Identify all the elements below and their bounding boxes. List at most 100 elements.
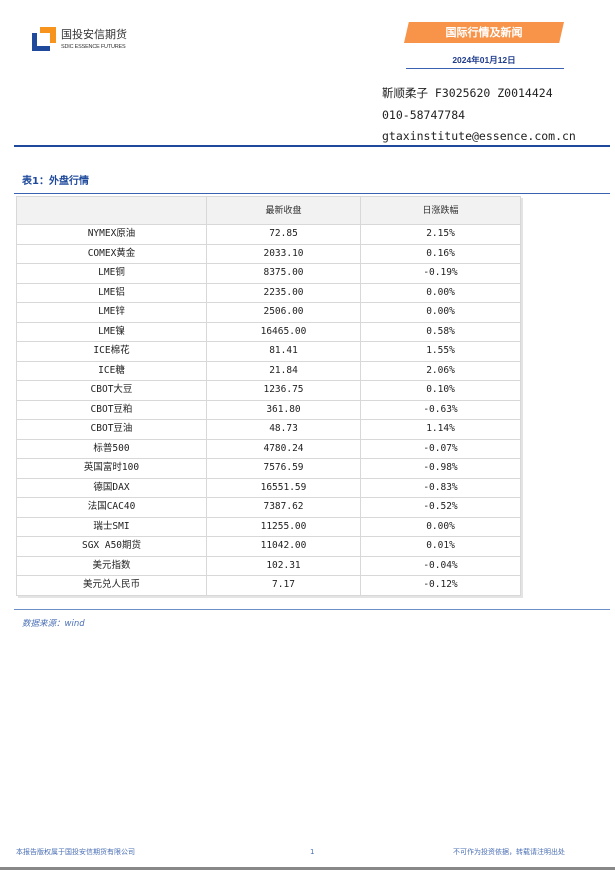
- daily-change: 0.10%: [360, 380, 521, 401]
- column-header: [16, 196, 207, 225]
- report-date: 2024年01月12日: [452, 55, 516, 65]
- analyst-name: 靳顺柔子 F3025620 Z0014424: [382, 86, 553, 100]
- daily-change: -0.07%: [360, 438, 521, 459]
- divider: [14, 145, 610, 147]
- latest-close: 2506.00: [206, 302, 361, 323]
- daily-change: 1.55%: [360, 341, 521, 362]
- table-row: CBOT大豆 1236.75 0.10%: [16, 380, 521, 401]
- latest-close: 16465.00: [206, 321, 361, 342]
- daily-change: 0.58%: [360, 321, 521, 342]
- latest-close: 11255.00: [206, 516, 361, 537]
- latest-close: 8375.00: [206, 263, 361, 284]
- instrument-name: CBOT大豆: [16, 380, 207, 401]
- table-row: 标普500 4780.24 -0.07%: [16, 438, 521, 459]
- table-title: 表1：外盘行情: [22, 176, 89, 187]
- table-row: ICE棉花 81.41 1.55%: [16, 341, 521, 362]
- daily-change: -0.52%: [360, 497, 521, 518]
- column-header: 最新收盘: [206, 196, 361, 225]
- latest-close: 7.17: [206, 575, 361, 596]
- latest-close: 72.85: [206, 224, 361, 245]
- instrument-name: 英国富时100: [16, 458, 207, 479]
- instrument-name: 美元兑人民币: [16, 575, 207, 596]
- analyst-phone: 010-58747784: [382, 108, 466, 122]
- table-row: LME铜 8375.00 -0.19%: [16, 263, 521, 284]
- latest-close: 81.41: [206, 341, 361, 362]
- table-row: LME镍 16465.00 0.58%: [16, 321, 521, 342]
- daily-change: 0.01%: [360, 536, 521, 557]
- footer-copyright: 本报告版权属于国投安信期货有限公司: [16, 848, 135, 856]
- daily-change: -0.19%: [360, 263, 521, 284]
- daily-change: 2.06%: [360, 360, 521, 381]
- table-row: 瑞士SMI 11255.00 0.00%: [16, 516, 521, 537]
- latest-close: 7387.62: [206, 497, 361, 518]
- latest-close: 1236.75: [206, 380, 361, 401]
- instrument-name: LME镍: [16, 321, 207, 342]
- market-table: 最新收盘 日涨跌幅 NYMEX原油 72.85 2.15% COMEX黄金 2033.1…: [16, 196, 521, 596]
- table-row: 美元兑人民币 7.17 -0.12%: [16, 575, 521, 596]
- daily-change: -0.63%: [360, 399, 521, 420]
- daily-change: -0.12%: [360, 575, 521, 596]
- latest-close: 48.73: [206, 419, 361, 440]
- latest-close: 4780.24: [206, 438, 361, 459]
- instrument-name: SGX A50期货: [16, 536, 207, 557]
- analyst-email[interactable]: gtaxinstitute@essence.com.cn: [382, 129, 576, 143]
- page-number: 1: [310, 848, 315, 856]
- daily-change: 0.16%: [360, 243, 521, 264]
- table-row: 英国富时100 7576.59 -0.98%: [16, 458, 521, 479]
- table-row: NYMEX原油 72.85 2.15%: [16, 224, 521, 245]
- latest-close: 11042.00: [206, 536, 361, 557]
- daily-change: 0.00%: [360, 516, 521, 537]
- table-row: CBOT豆粕 361.80 -0.63%: [16, 399, 521, 420]
- instrument-name: 美元指数: [16, 555, 207, 576]
- instrument-name: CBOT豆粕: [16, 399, 207, 420]
- footer-disclaimer: 不可作为投资依据，转载请注明出处: [453, 848, 565, 856]
- instrument-name: LME铜: [16, 263, 207, 284]
- divider: [14, 193, 610, 194]
- table-row: 德国DAX 16551.59 -0.83%: [16, 477, 521, 498]
- instrument-name: LME锌: [16, 302, 207, 323]
- logo-text-cn: 国投安信期货: [61, 28, 127, 41]
- latest-close: 7576.59: [206, 458, 361, 479]
- company-logo: 国投安信期货 SDIC ESSENCE FUTURES: [32, 27, 142, 55]
- column-header: 日涨跌幅: [360, 196, 521, 225]
- table-row: SGX A50期货 11042.00 0.01%: [16, 536, 521, 557]
- instrument-name: NYMEX原油: [16, 224, 207, 245]
- daily-change: -0.83%: [360, 477, 521, 498]
- table-row: CBOT豆油 48.73 1.14%: [16, 419, 521, 440]
- instrument-name: CBOT豆油: [16, 419, 207, 440]
- daily-change: 0.00%: [360, 282, 521, 303]
- daily-change: -0.98%: [360, 458, 521, 479]
- instrument-name: 标普500: [16, 438, 207, 459]
- instrument-name: 德国DAX: [16, 477, 207, 498]
- data-source: 数据来源：wind: [22, 619, 85, 629]
- instrument-name: 瑞士SMI: [16, 516, 207, 537]
- table-row: ICE糖 21.84 2.06%: [16, 360, 521, 381]
- latest-close: 102.31: [206, 555, 361, 576]
- table-row: 美元指数 102.31 -0.04%: [16, 555, 521, 576]
- report-category-banner: 国际行情及新闻: [404, 22, 564, 43]
- table-row: LME锌 2506.00 0.00%: [16, 302, 521, 323]
- daily-change: 2.15%: [360, 224, 521, 245]
- latest-close: 361.80: [206, 399, 361, 420]
- divider: [0, 867, 615, 870]
- divider: [14, 609, 610, 610]
- daily-change: 0.00%: [360, 302, 521, 323]
- daily-change: -0.04%: [360, 555, 521, 576]
- latest-close: 2033.10: [206, 243, 361, 264]
- instrument-name: ICE棉花: [16, 341, 207, 362]
- instrument-name: ICE糖: [16, 360, 207, 381]
- logo-text-en: SDIC ESSENCE FUTURES: [61, 44, 126, 50]
- table-row: 法国CAC40 7387.62 -0.52%: [16, 497, 521, 518]
- daily-change: 1.14%: [360, 419, 521, 440]
- instrument-name: LME铝: [16, 282, 207, 303]
- instrument-name: 法国CAC40: [16, 497, 207, 518]
- logo-mark-icon: [32, 27, 56, 51]
- latest-close: 16551.59: [206, 477, 361, 498]
- table-row: LME铝 2235.00 0.00%: [16, 282, 521, 303]
- latest-close: 21.84: [206, 360, 361, 381]
- divider: [406, 68, 564, 69]
- table-row: COMEX黄金 2033.10 0.16%: [16, 243, 521, 264]
- table-header-row: 最新收盘 日涨跌幅: [16, 196, 521, 225]
- instrument-name: COMEX黄金: [16, 243, 207, 264]
